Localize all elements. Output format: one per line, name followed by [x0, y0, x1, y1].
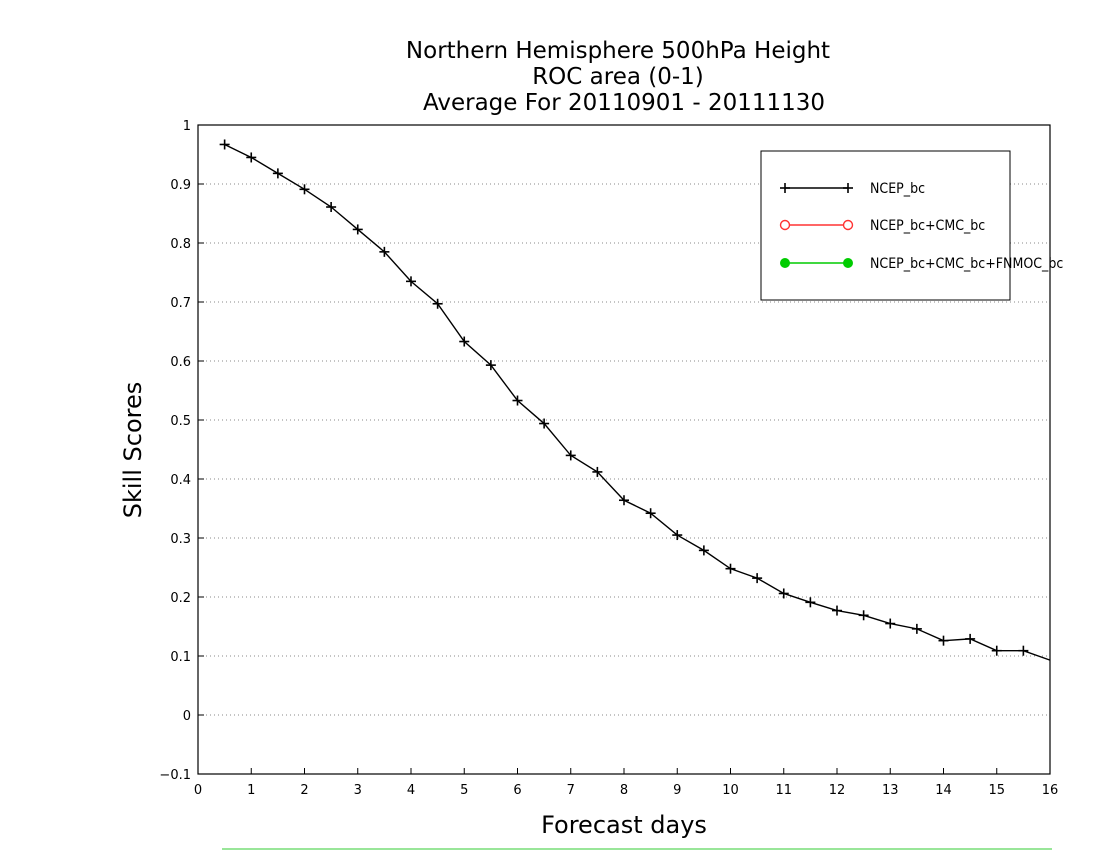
legend-marker	[780, 258, 790, 268]
data-point	[672, 530, 683, 541]
data-point	[885, 618, 896, 629]
x-tick-label: 14	[935, 783, 952, 798]
series-layer	[219, 139, 1051, 661]
legend-marker	[843, 258, 853, 268]
data-point	[379, 246, 390, 257]
data-point	[406, 276, 416, 287]
y-tick-label: 0.8	[170, 237, 191, 252]
x-tick-label: 15	[988, 783, 1005, 798]
y-tick-label: 0.6	[170, 355, 191, 370]
y-tick-label: −0.1	[159, 768, 191, 783]
data-point	[326, 202, 337, 213]
x-tick-label: 5	[460, 783, 468, 798]
data-point	[246, 152, 257, 163]
legend-marker	[842, 219, 854, 231]
data-point	[725, 563, 736, 574]
y-tick-label: 0.7	[170, 296, 191, 311]
data-point	[299, 184, 310, 195]
data-point	[832, 605, 842, 616]
y-axis-ticks: −0.1 0 0.1 0.2 0.3 0.4 0.5 0.6 0.7 0.8 0.9 1	[159, 119, 204, 783]
y-tick-label: 0.4	[170, 473, 191, 488]
legend-entry-label: NCEP_bc+CMC_bc+FNMOC_bc	[870, 256, 1063, 272]
chart-title-line-1: Northern Hemisphere 500hPa Height	[406, 38, 830, 64]
x-tick-label: 3	[354, 783, 362, 798]
x-tick-label: 7	[567, 783, 575, 798]
data-point	[698, 545, 709, 556]
chart-title: Northern Hemisphere 500hPa Height ROC ar…	[406, 38, 830, 116]
legend-entry-label: NCEP_bc	[870, 181, 925, 197]
x-tick-label: 9	[673, 783, 681, 798]
x-tick-label: 13	[882, 783, 899, 798]
y-tick-label: 0.9	[170, 178, 191, 193]
x-tick-label: 2	[300, 783, 308, 798]
data-point	[1018, 645, 1029, 656]
chart-title-line-2: ROC area (0-1)	[532, 64, 704, 90]
data-point	[352, 224, 363, 235]
y-tick-label: 0.5	[170, 414, 191, 429]
legend: NCEP_bc NCEP_bc+CMC_bc NCEP_bc+CMC_bc+FNMO…	[760, 150, 1063, 301]
x-tick-label: 4	[407, 783, 415, 798]
data-point	[752, 573, 763, 584]
x-tick-label: 16	[1042, 783, 1059, 798]
x-axis-label: Forecast days	[541, 811, 707, 839]
data-point	[778, 588, 789, 599]
data-point	[512, 395, 523, 406]
y-tick-label: 0.1	[170, 650, 191, 665]
legend-entry-label: NCEP_bc+CMC_bc	[870, 218, 985, 234]
legend-marker	[843, 183, 853, 193]
data-point	[645, 508, 656, 519]
y-tick-label: 1	[183, 119, 191, 134]
data-point	[965, 633, 976, 644]
x-tick-label: 11	[775, 783, 792, 798]
data-point	[565, 450, 576, 461]
data-point	[432, 298, 443, 309]
x-tick-label: 8	[620, 783, 628, 798]
chart-title-line-3: Average For 20110901 - 20111130	[423, 90, 825, 116]
data-point	[272, 168, 283, 179]
data-point	[485, 360, 496, 371]
y-tick-label: 0.2	[170, 591, 191, 606]
data-point	[539, 418, 550, 429]
data-point	[858, 610, 869, 621]
data-point	[938, 635, 949, 646]
data-point	[911, 623, 922, 634]
x-axis-ticks: 0 1 2 3 4 5 6 7 8 9 10 11 12 13 14 15 16	[194, 768, 1058, 798]
x-tick-label: 1	[247, 783, 255, 798]
y-axis-label: Skill Scores	[119, 382, 147, 519]
legend-marker	[780, 183, 790, 193]
data-point	[592, 466, 603, 477]
x-tick-label: 0	[194, 783, 202, 798]
y-tick-label: 0.3	[170, 532, 191, 547]
x-tick-label: 6	[513, 783, 521, 798]
y-tick-label: 0	[183, 709, 191, 724]
legend-marker	[779, 219, 791, 231]
x-tick-label: 10	[722, 783, 739, 798]
data-point	[805, 597, 816, 608]
data-point	[991, 645, 1002, 656]
data-point	[619, 495, 629, 506]
series-line-0	[224, 143, 1051, 661]
x-tick-label: 12	[829, 783, 846, 798]
data-point	[219, 139, 230, 150]
data-point	[459, 336, 470, 347]
